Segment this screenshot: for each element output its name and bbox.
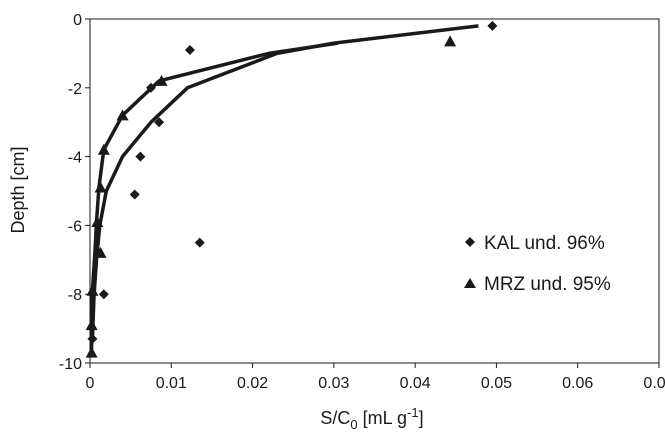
x-tick-label: 0.07 [643, 375, 665, 392]
legend-label-mrz: MRZ und. 95% [484, 274, 611, 295]
tick-labels: 0-2-4-6-8-100 0.01 0.02 0.03 0.04 0.05 0.06 0.0… [59, 12, 665, 392]
fit-line-kal [90, 24, 479, 339]
data-point-mrz [85, 346, 98, 358]
x-axis-title-close: ] [419, 408, 424, 428]
y-tick-label: -8 [68, 287, 82, 304]
fit-line-mrz [89, 41, 339, 353]
x-tick-label: 0.06 [562, 375, 593, 392]
data-point-kal [135, 151, 146, 162]
x-tick-label: 0.03 [318, 375, 349, 392]
x-tick-label: 0.02 [237, 375, 268, 392]
y-tick-label: -10 [59, 356, 82, 373]
data-point-kal [194, 237, 205, 248]
data-point-kal [154, 117, 165, 128]
x-tick-label: 0.01 [156, 375, 187, 392]
data-point-mrz [97, 143, 110, 155]
x-tick-label: 0.05 [481, 375, 512, 392]
data-point-mrz [94, 181, 107, 193]
legend: KAL und. 96% MRZ und. 95% [464, 233, 611, 295]
data-point-mrz [116, 109, 129, 121]
y-tick-label: -2 [68, 81, 82, 98]
legend-marker-diamond [465, 237, 475, 247]
y-tick-label: -6 [68, 218, 82, 235]
data-point-mrz [444, 35, 457, 47]
x-axis-title-main: S/C [320, 408, 350, 428]
data-point-kal [145, 82, 156, 93]
legend-label-kal: KAL und. 96% [484, 233, 605, 254]
x-axis-title-sup: -1 [407, 405, 419, 420]
data-point-kal [487, 20, 498, 31]
y-axis-title: Depth [cm] [8, 146, 28, 233]
legend-marker-triangle [464, 278, 476, 288]
data-point-mrz [94, 246, 107, 258]
data-point-mrz [86, 284, 99, 296]
data-point-kal [184, 44, 195, 55]
data-points [85, 20, 498, 358]
y-tick-label: 0 [73, 12, 82, 29]
data-point-mrz [155, 74, 168, 86]
data-point-kal [98, 289, 109, 300]
fit-lines [89, 24, 479, 353]
x-axis-title-unit: [mL g [358, 408, 407, 428]
x-tick-label: 0.04 [400, 375, 431, 392]
data-point-kal [129, 189, 140, 200]
data-point-kal [87, 333, 98, 344]
x-tick-label: 0 [86, 375, 95, 392]
plot-frame [89, 18, 660, 364]
plot-axes [85, 18, 660, 368]
y-tick-label: -4 [68, 150, 82, 167]
data-point-mrz [91, 215, 104, 227]
x-axis-title-sub: 0 [350, 417, 357, 432]
data-point-mrz [85, 319, 98, 331]
x-axis-title: S/C0 [mL g-1] [320, 405, 423, 432]
